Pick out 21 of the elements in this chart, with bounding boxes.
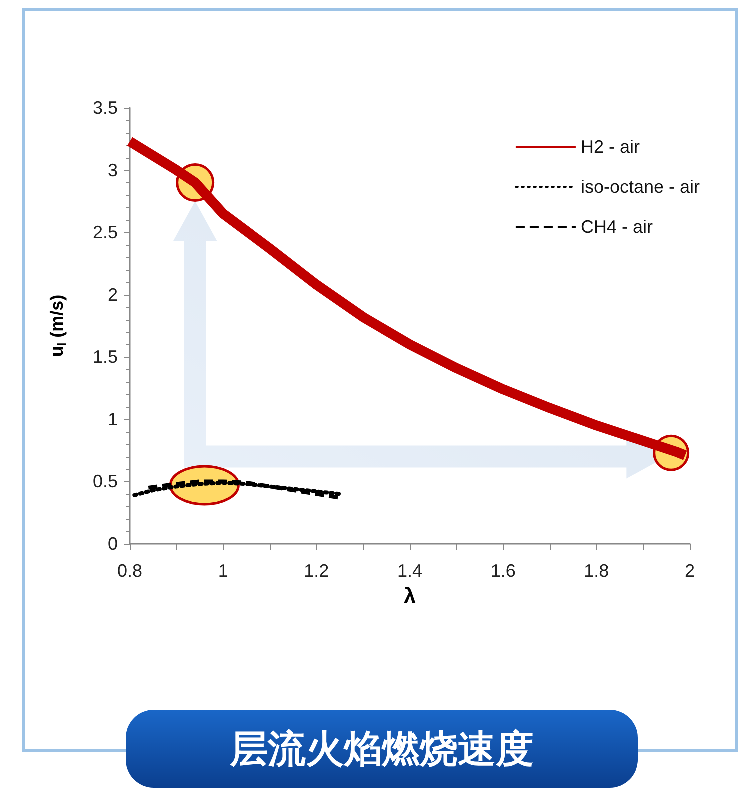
x-tick-label: 1.2 bbox=[304, 561, 330, 581]
x-tick-label: 2 bbox=[684, 561, 696, 581]
y-tick-label: 1 bbox=[108, 409, 118, 430]
x-axis-title: λ bbox=[404, 583, 416, 608]
y-tick-label: 3 bbox=[108, 160, 118, 180]
y-tick-label: 0 bbox=[108, 534, 118, 554]
y-tick-label: 3.5 bbox=[92, 98, 118, 118]
y-tick-label: 2.5 bbox=[92, 222, 118, 243]
legend-label: iso-octane - air bbox=[580, 177, 700, 197]
text: 层流火焰燃烧速度 bbox=[126, 710, 638, 788]
x-tick-label: 1.6 bbox=[490, 561, 516, 581]
legend-label: H2 - air bbox=[580, 137, 640, 157]
legend-label: CH4 - air bbox=[580, 217, 653, 237]
y-tick-label: 2 bbox=[108, 284, 118, 305]
x-tick-label: 1 bbox=[218, 561, 228, 581]
x-tick-label: 1.4 bbox=[397, 561, 423, 581]
x-tick-label: 1.8 bbox=[584, 561, 610, 581]
x-tick-label: 0.8 bbox=[117, 561, 143, 581]
y-tick-label: 0.5 bbox=[92, 472, 118, 492]
y-axis-title: ul (m/s) bbox=[47, 294, 69, 358]
y-tick-label: 1.5 bbox=[92, 347, 118, 368]
